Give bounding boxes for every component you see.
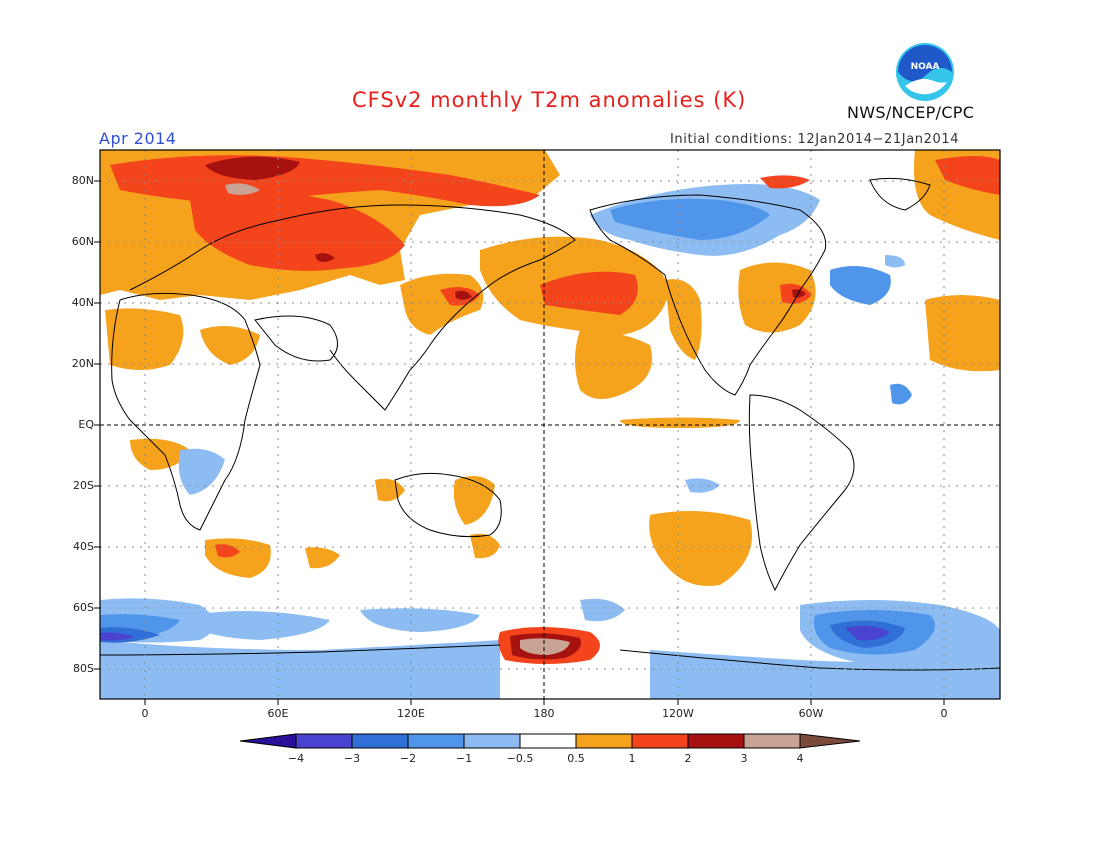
colorbar-segment [575, 733, 633, 749]
lon-label: 120E [397, 707, 425, 720]
colorbar-label: −0.5 [506, 752, 534, 765]
lat-label: 80N [71, 174, 94, 187]
colorbar-segment [743, 733, 801, 749]
lat-label: 60N [71, 235, 94, 248]
forecast-period: Apr 2014 [99, 129, 177, 148]
lat-label: 20S [73, 479, 94, 492]
colorbar-segment [407, 733, 465, 749]
ticks [94, 180, 945, 705]
colorbar-label: 1 [628, 752, 636, 765]
lat-label: 40N [71, 296, 94, 309]
colorbar [239, 733, 861, 749]
colorbar-label: 4 [796, 752, 804, 765]
lon-label: 180 [533, 707, 555, 720]
lon-label: 60E [267, 707, 289, 720]
colorbar-label: 2 [684, 752, 692, 765]
lat-label: 20N [71, 357, 94, 370]
lon-label: 0 [141, 707, 149, 720]
reference-lines [100, 150, 1000, 699]
colorbar-label: −1 [455, 752, 473, 765]
noaa-logo: NOAA [896, 43, 954, 101]
colorbar-segment [687, 733, 745, 749]
colorbar-segment [799, 733, 861, 749]
logo-text: NOAA [911, 62, 940, 72]
agency-label: NWS/NCEP/CPC [847, 103, 975, 122]
colorbar-label: 3 [740, 752, 748, 765]
colorbar-segment [463, 733, 521, 749]
colorbar-label: −2 [399, 752, 417, 765]
colorbar-label: 0.5 [567, 752, 585, 765]
lat-label: EQ [78, 418, 94, 431]
initial-conditions: Initial conditions: 12Jan2014−21Jan2014 [670, 132, 960, 147]
lon-label: 60W [798, 707, 824, 720]
colorbar-segment [631, 733, 689, 749]
colorbar-segment [519, 733, 577, 749]
lon-label: 0 [940, 707, 948, 720]
lat-label: 60S [73, 601, 94, 614]
lat-label: 40S [73, 540, 94, 553]
lat-label: 80S [73, 662, 94, 675]
colorbar-label: −4 [287, 752, 305, 765]
coastlines [100, 177, 1000, 671]
colorbar-segment [239, 733, 297, 749]
colorbar-label: −3 [343, 752, 361, 765]
colorbar-segment [295, 733, 353, 749]
map-title: CFSv2 monthly T2m anomalies (K) [352, 88, 747, 112]
lon-label: 120W [662, 707, 694, 720]
graticule [100, 150, 1000, 699]
colorbar-segment [351, 733, 409, 749]
